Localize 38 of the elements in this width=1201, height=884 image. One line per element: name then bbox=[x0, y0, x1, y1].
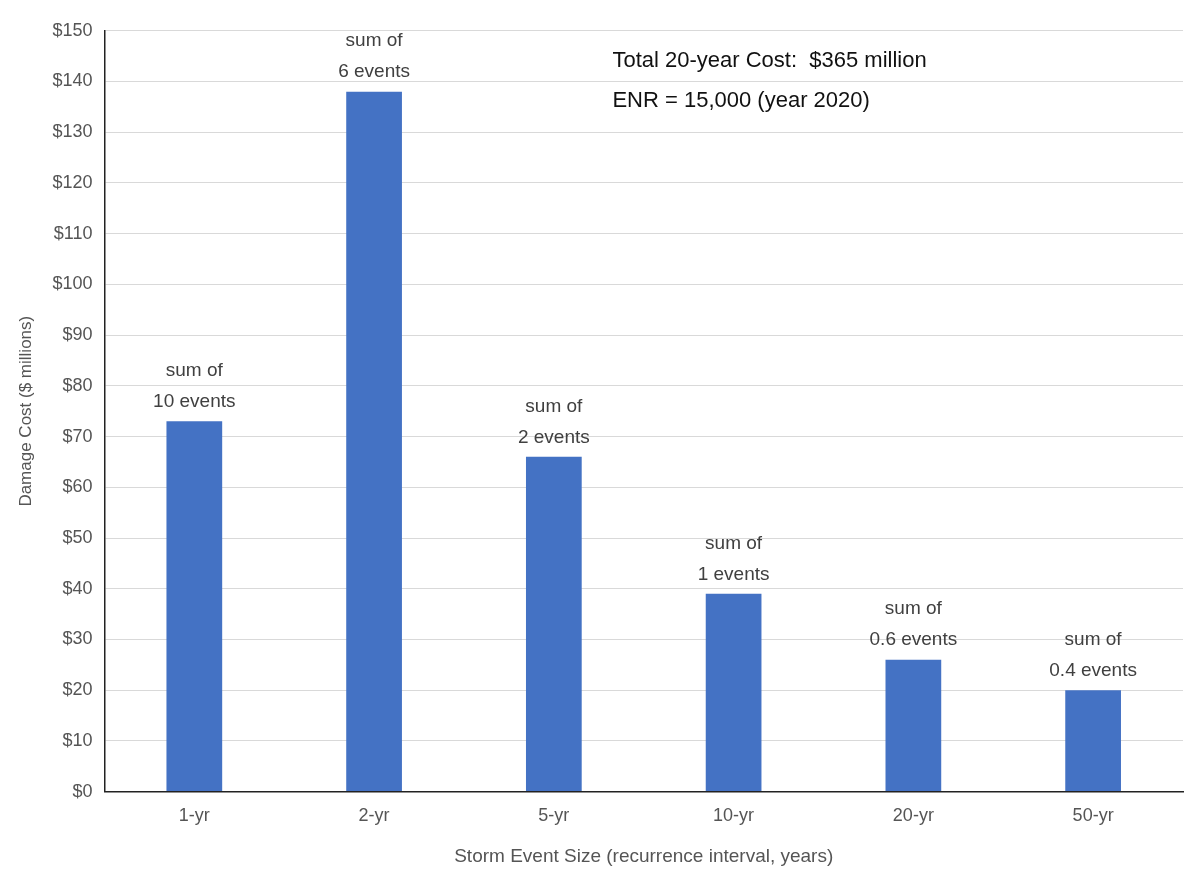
y-tick-label: $150 bbox=[52, 19, 93, 40]
x-tick-label: 20-yr bbox=[892, 805, 934, 826]
bar bbox=[166, 421, 223, 792]
bar bbox=[346, 91, 402, 792]
annotation: sum of 2 events bbox=[517, 394, 590, 447]
y-axis-title: Damage Cost ($ millions) bbox=[15, 315, 35, 507]
y-tick-label: $30 bbox=[62, 628, 93, 649]
y-tick-label: $140 bbox=[52, 70, 93, 91]
y-tick-label: $70 bbox=[62, 425, 93, 446]
y-tick-label: $100 bbox=[52, 273, 93, 294]
bar bbox=[705, 593, 762, 792]
y-tick-label: $0 bbox=[72, 780, 93, 801]
x-tick-label: 50-yr bbox=[1072, 805, 1114, 826]
annotation: ENR = 15,000 (year 2020) bbox=[612, 86, 870, 112]
bar bbox=[525, 456, 582, 792]
annotation: Total 20-year Cost: $365 million bbox=[612, 46, 927, 72]
y-tick-label: $20 bbox=[62, 679, 93, 700]
y-tick-label: $110 bbox=[53, 222, 93, 243]
annotation: sum of 0.4 events bbox=[1049, 627, 1137, 680]
y-tick-label: $90 bbox=[62, 324, 93, 345]
bar bbox=[1065, 690, 1121, 792]
x-tick-label: 5-yr bbox=[538, 805, 570, 826]
y-tick-label: $80 bbox=[62, 374, 93, 395]
annotation: sum of 0.6 events bbox=[869, 597, 958, 650]
y-tick-label: $130 bbox=[52, 121, 93, 142]
y-tick-label: $50 bbox=[62, 526, 93, 547]
bar bbox=[885, 659, 942, 792]
x-axis-title: Storm Event Size (recurrence interval, years) bbox=[454, 844, 834, 866]
y-tick-label: $60 bbox=[62, 476, 93, 497]
annotation: sum of 10 events bbox=[153, 359, 236, 412]
x-tick-label: 2-yr bbox=[358, 805, 390, 826]
y-tick-label: $40 bbox=[62, 577, 93, 598]
y-tick-label: $10 bbox=[62, 729, 93, 750]
x-tick-label: 1-yr bbox=[178, 805, 210, 826]
x-tick-label: 10-yr bbox=[713, 805, 755, 826]
annotation: sum of 1 events bbox=[697, 531, 770, 584]
y-tick-label: $120 bbox=[52, 171, 93, 192]
annotation: sum of 6 events bbox=[338, 29, 410, 82]
